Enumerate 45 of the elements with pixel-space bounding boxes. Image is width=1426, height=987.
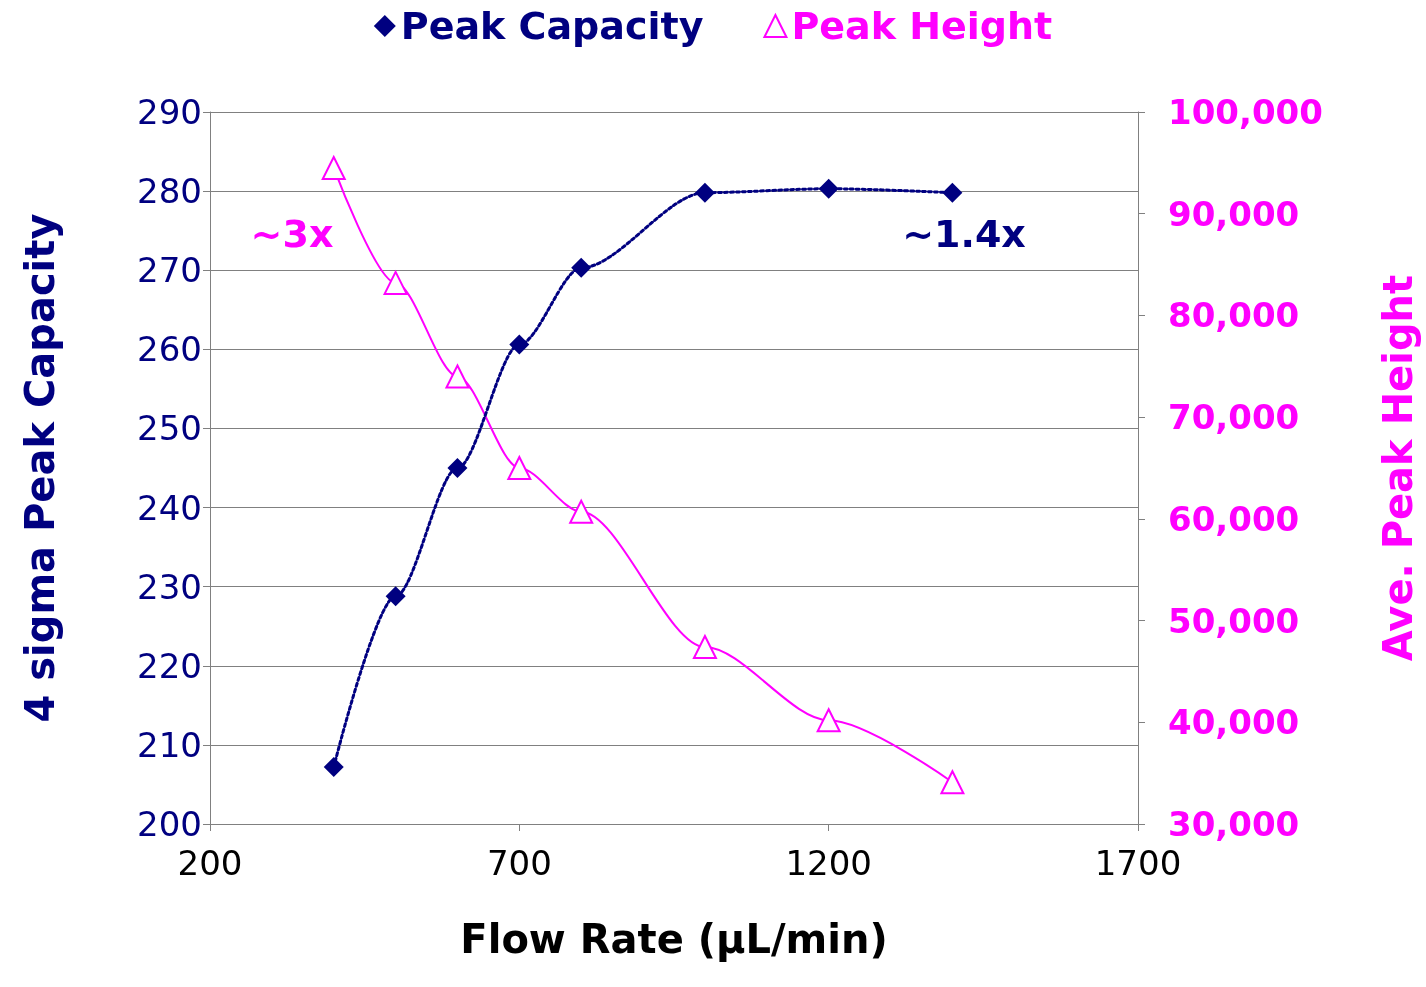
y2-tick-label: 30,000	[1168, 804, 1300, 844]
y-axis-title: 4 sigma Peak Capacity	[17, 213, 63, 723]
x-tick-label: 1700	[1094, 843, 1182, 883]
point	[509, 334, 530, 355]
y-tick-label: 210	[137, 724, 202, 765]
y-tick-label: 270	[137, 250, 202, 291]
y2-tick-label: 80,000	[1168, 295, 1300, 336]
point	[694, 182, 715, 203]
y-tick-label: 200	[137, 804, 202, 844]
point	[385, 586, 406, 607]
x-tick-label: 700	[486, 843, 552, 883]
y-tick-label: 250	[137, 408, 202, 449]
y2-tick-label: 70,000	[1168, 397, 1300, 438]
legend-label: Peak Capacity	[400, 4, 704, 48]
legend-label: Peak Height	[791, 4, 1053, 48]
point	[321, 155, 346, 180]
x-axis-title: Flow Rate (µL/min)	[460, 916, 888, 962]
point	[818, 178, 839, 199]
x-tick-label: 1200	[785, 843, 872, 883]
y-tick-label: 220	[137, 645, 202, 686]
y-tick-label: 240	[137, 487, 202, 528]
annotation: ~3x	[250, 212, 334, 256]
y2-axis-title: Ave. Peak Height	[1375, 274, 1421, 662]
point	[323, 757, 344, 778]
point	[569, 499, 594, 524]
point	[507, 456, 532, 480]
y2-tick-label: 90,000	[1168, 193, 1300, 234]
y2-tick-label: 100,000	[1168, 92, 1323, 132]
point	[445, 364, 470, 389]
y-tick-label: 290	[137, 92, 202, 132]
point	[816, 708, 841, 733]
y2-tick-label: 50,000	[1168, 600, 1300, 641]
y-tick-label: 230	[137, 566, 202, 607]
point	[942, 182, 963, 203]
annotation: ~1.4x	[902, 212, 1026, 256]
point	[447, 458, 468, 478]
point	[692, 635, 717, 660]
y2-tick-label: 40,000	[1168, 702, 1300, 743]
point	[383, 270, 408, 295]
y2-tick-label: 60,000	[1168, 498, 1300, 539]
y-tick-label: 260	[137, 329, 202, 370]
x-tick-label: 200	[177, 843, 243, 883]
y-tick-label: 280	[137, 171, 202, 212]
point	[571, 257, 592, 278]
point	[940, 770, 965, 795]
